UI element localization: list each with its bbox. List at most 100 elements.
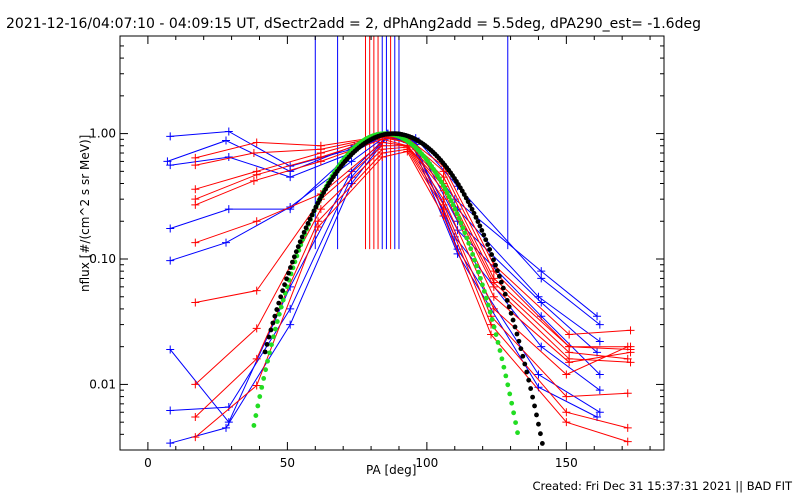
fit-curve-point (262, 349, 268, 355)
series-point (166, 406, 175, 415)
fit-curve-point (463, 195, 469, 201)
footer-created: Created: Fri Dec 31 15:37:31 2021 || BAD… (532, 479, 792, 493)
series-point (593, 312, 602, 321)
fit-curve-point (272, 313, 278, 319)
series-point (252, 217, 261, 226)
series-line (170, 133, 598, 353)
fit-curve-point (305, 221, 311, 226)
series-point (403, 147, 412, 156)
fit-curve-point (450, 202, 456, 208)
fit-curve-point (458, 220, 464, 226)
x-tick-label: 150 (555, 456, 578, 470)
fit-curve-point (500, 285, 506, 291)
fit-curve-point (303, 225, 309, 231)
series-point (191, 380, 200, 389)
fit-curve-point (507, 391, 513, 397)
series-point (537, 274, 546, 283)
series-point (623, 423, 632, 432)
series-point (562, 408, 571, 417)
series-point (537, 267, 546, 276)
fit-curve-point (503, 373, 509, 379)
fit-curve-point (530, 394, 536, 400)
fit-curve-point (483, 237, 489, 243)
fit-curve-point (497, 348, 503, 353)
fit-curve-point (499, 356, 505, 362)
fit-curve-point (264, 341, 270, 347)
series-point (166, 161, 175, 170)
series-point (595, 337, 604, 346)
fit-curve-point (301, 229, 307, 235)
fit-curve-point (509, 400, 515, 406)
series-point (489, 282, 498, 291)
fit-curve-point (522, 361, 528, 367)
series-point (222, 136, 231, 145)
fit-curve-point (311, 208, 317, 214)
series-point (316, 205, 325, 214)
fit-curve-point (514, 331, 520, 337)
y-axis-label: nflux [#/(cm^2 s sr MeV)] (78, 134, 92, 292)
series-point (623, 389, 632, 398)
fit-curve-point (477, 223, 483, 229)
series-point (166, 256, 175, 265)
fit-curve-point (502, 291, 508, 297)
series-point (314, 222, 323, 231)
series-point (166, 345, 175, 354)
series-point (252, 354, 261, 363)
series-point (534, 370, 543, 379)
series-point (489, 304, 498, 313)
fit-curve-point (293, 249, 299, 255)
fit-curve-point (466, 240, 472, 246)
plot-area (163, 36, 635, 448)
fit-curve-point (481, 232, 487, 238)
fit-curve-point (261, 376, 267, 381)
x-tick-label: 50 (280, 456, 295, 470)
chart-title: 2021-12-16/04:07:10 - 04:09:15 UT, dSect… (6, 16, 701, 32)
fit-curve-point (497, 273, 502, 279)
fit-curve-point (465, 199, 471, 205)
series-point (562, 418, 571, 427)
series-point (191, 161, 200, 170)
fit-curve-point (479, 227, 485, 233)
fit-curve-point (473, 214, 479, 220)
fit-curve-point (291, 254, 297, 260)
fit-curve-point (495, 340, 501, 345)
fit-curve-point (263, 367, 269, 373)
series-point (191, 412, 200, 421)
fit-curve-point (442, 186, 448, 192)
fit-curve-point (518, 346, 524, 352)
series-point (565, 330, 574, 339)
fit-curve-point (493, 332, 499, 337)
fit-curve-point (307, 216, 313, 222)
fit-curve-point (446, 194, 452, 200)
fit-curve-point (440, 183, 446, 188)
series-point (286, 304, 295, 313)
y-tick-label: 0.10 (89, 252, 116, 266)
fit-curve-point (271, 334, 276, 340)
y-tick-label: 0.01 (89, 377, 116, 391)
series-point (562, 370, 571, 379)
series-point (252, 170, 261, 179)
series-point (252, 381, 261, 390)
fit-curve-point (313, 204, 319, 210)
series-point (286, 320, 295, 329)
fit-curve-point (485, 242, 491, 247)
series-point (626, 348, 635, 357)
fit-curve-point (471, 210, 477, 216)
fit-curve-point (276, 311, 282, 317)
series-point (191, 433, 200, 442)
series-line (195, 135, 631, 336)
fit-curve-point (444, 190, 450, 196)
fit-curve-point (280, 288, 286, 294)
series-point (439, 212, 448, 221)
series-point (166, 439, 175, 448)
fit-curve-point (510, 317, 516, 323)
fit-curve-point (469, 206, 475, 212)
fit-curve-point (483, 295, 489, 301)
fit-curve-point (460, 225, 466, 231)
series-point (222, 423, 231, 432)
series-point (623, 342, 632, 351)
fit-curve-point (528, 386, 534, 391)
fit-curve-point (487, 309, 493, 315)
fit-curve-point (536, 421, 541, 427)
fit-curve-point (489, 252, 494, 257)
